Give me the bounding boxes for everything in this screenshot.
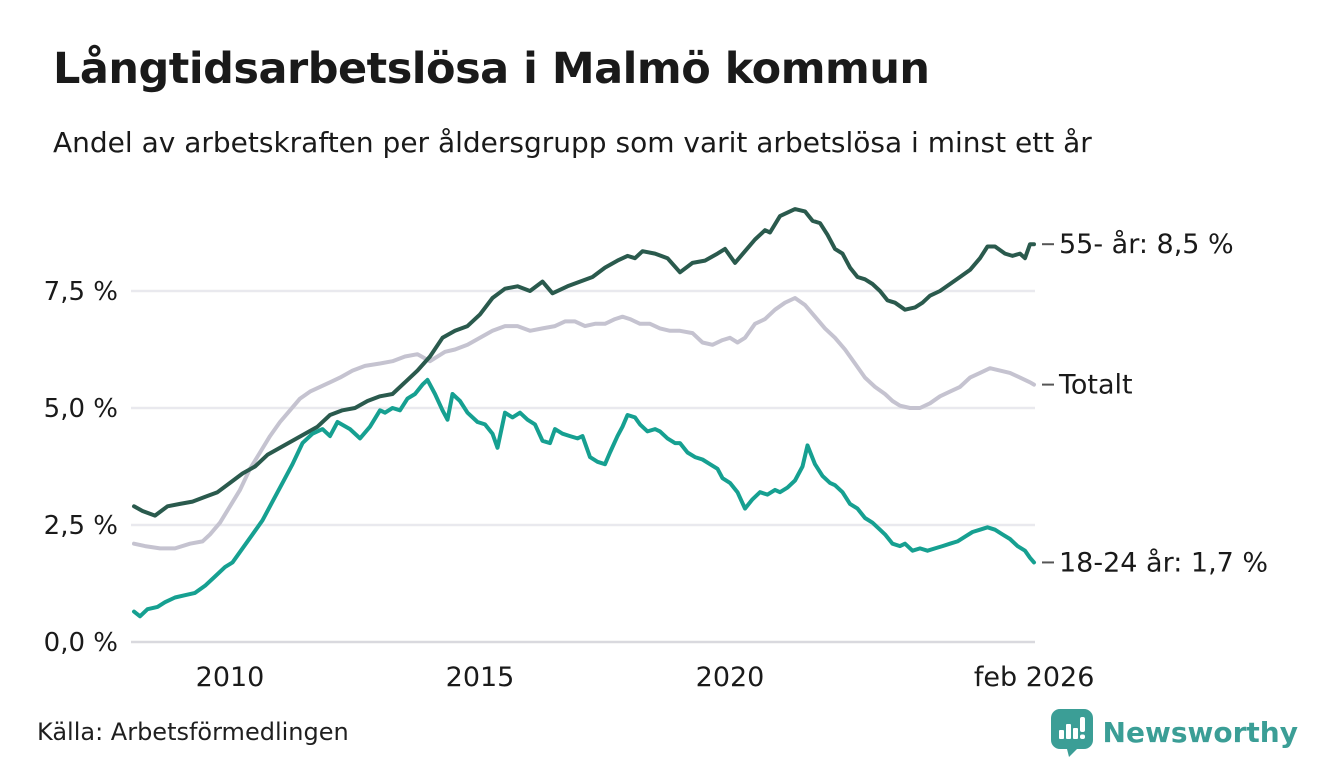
- x-tick-label: 2010: [196, 662, 265, 693]
- x-tick-label: 2015: [446, 662, 515, 693]
- y-tick-label: 0,0 %: [44, 628, 118, 658]
- series-end-label-18-24-ar: 18-24 år: 1,7 %: [1059, 547, 1268, 578]
- y-tick-label: 5,0 %: [44, 394, 118, 424]
- chart-subtitle: Andel av arbetskraften per åldersgrupp s…: [53, 126, 1092, 159]
- bubble-shape: [1050, 709, 1093, 757]
- series-line-55-ar: [132, 207, 1036, 518]
- y-tick-label: 2,5 %: [44, 511, 118, 541]
- x-tick-label: feb 2026: [974, 662, 1095, 693]
- series-end-label-55-ar: 55- år: 8,5 %: [1059, 229, 1234, 260]
- bar-3: [1072, 728, 1078, 739]
- exclamation-dot: [1079, 734, 1085, 739]
- bar-1: [1058, 730, 1064, 739]
- page-title: Långtidsarbetslösa i Malmö kommun: [53, 44, 930, 94]
- y-tick-label: 7,5 %: [44, 277, 118, 307]
- x-tick-label: 2020: [696, 662, 765, 693]
- bar-2: [1065, 724, 1071, 739]
- source-note: Källa: Arbetsförmedlingen: [37, 718, 349, 746]
- exclamation-stem: [1079, 717, 1085, 732]
- series-line-18-24-ar: [132, 377, 1036, 619]
- series-line-totalt: [132, 296, 1036, 551]
- brand-name: Newsworthy: [1102, 715, 1298, 749]
- brand-logo: Newsworthy: [1049, 706, 1298, 758]
- series-end-label-totalt: Totalt: [1058, 370, 1133, 401]
- newsworthy-speech-bubble-icon: [1050, 709, 1093, 757]
